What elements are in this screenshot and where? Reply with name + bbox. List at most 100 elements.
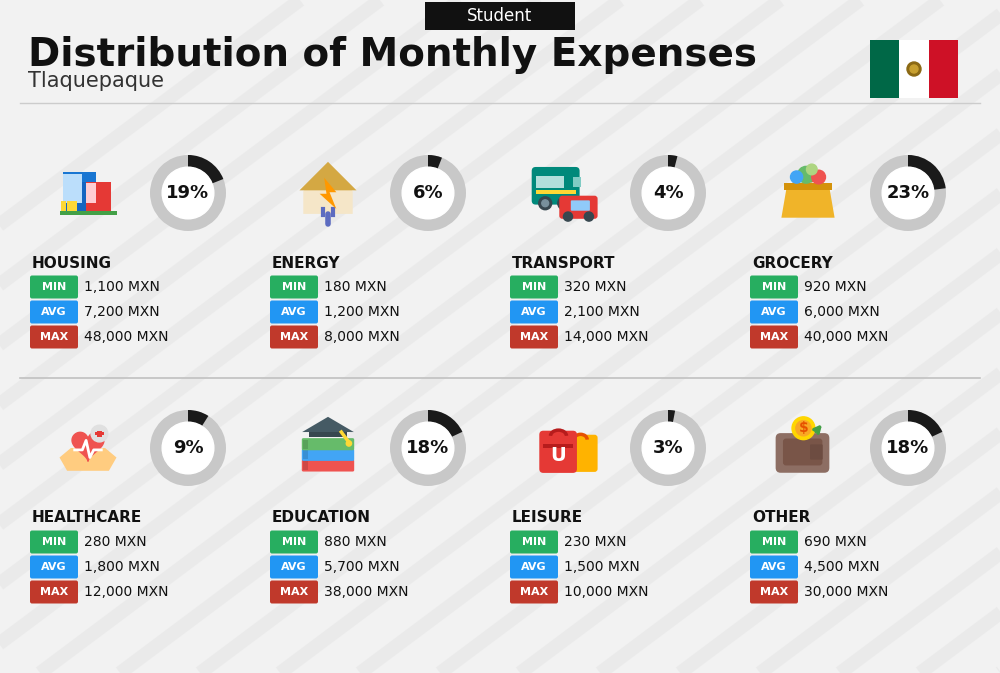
Circle shape xyxy=(907,62,921,76)
Text: 180 MXN: 180 MXN xyxy=(324,280,387,294)
Text: MIN: MIN xyxy=(522,282,546,292)
Text: MAX: MAX xyxy=(520,332,548,342)
Text: MAX: MAX xyxy=(40,332,68,342)
Text: 19%: 19% xyxy=(166,184,210,202)
FancyBboxPatch shape xyxy=(30,555,78,579)
FancyBboxPatch shape xyxy=(303,439,308,449)
FancyBboxPatch shape xyxy=(63,174,73,184)
Text: 2,100 MXN: 2,100 MXN xyxy=(564,305,640,319)
Wedge shape xyxy=(428,410,462,437)
Wedge shape xyxy=(668,410,675,423)
Text: 9%: 9% xyxy=(173,439,203,457)
FancyBboxPatch shape xyxy=(97,431,102,437)
Text: MAX: MAX xyxy=(520,587,548,597)
Text: MIN: MIN xyxy=(762,282,786,292)
Text: MIN: MIN xyxy=(42,282,66,292)
FancyBboxPatch shape xyxy=(302,438,354,450)
Text: MAX: MAX xyxy=(280,587,308,597)
Text: AVG: AVG xyxy=(521,562,547,572)
Wedge shape xyxy=(870,155,946,231)
Polygon shape xyxy=(300,162,356,190)
FancyBboxPatch shape xyxy=(510,275,558,299)
Text: Distribution of Monthly Expenses: Distribution of Monthly Expenses xyxy=(28,36,757,74)
FancyBboxPatch shape xyxy=(63,192,73,203)
Text: ENERGY: ENERGY xyxy=(272,256,340,271)
FancyBboxPatch shape xyxy=(536,190,576,194)
FancyBboxPatch shape xyxy=(536,176,545,188)
Circle shape xyxy=(91,425,108,442)
Polygon shape xyxy=(320,178,336,209)
Text: 1,800 MXN: 1,800 MXN xyxy=(84,560,160,574)
Text: MIN: MIN xyxy=(522,537,546,547)
Circle shape xyxy=(791,171,803,183)
Text: AVG: AVG xyxy=(281,562,307,572)
Circle shape xyxy=(539,197,552,210)
FancyBboxPatch shape xyxy=(63,172,96,214)
Text: Tlaquepaque: Tlaquepaque xyxy=(28,71,164,91)
FancyBboxPatch shape xyxy=(783,439,822,466)
FancyBboxPatch shape xyxy=(510,326,558,349)
Wedge shape xyxy=(630,410,706,486)
Text: AVG: AVG xyxy=(281,307,307,317)
Text: MIN: MIN xyxy=(282,282,306,292)
FancyBboxPatch shape xyxy=(95,433,104,435)
Text: U: U xyxy=(550,446,566,465)
FancyBboxPatch shape xyxy=(270,301,318,324)
FancyBboxPatch shape xyxy=(870,40,899,98)
Text: 920 MXN: 920 MXN xyxy=(804,280,867,294)
Text: 7,200 MXN: 7,200 MXN xyxy=(84,305,160,319)
Text: MAX: MAX xyxy=(760,587,788,597)
FancyBboxPatch shape xyxy=(559,196,598,219)
Text: $: $ xyxy=(799,421,808,435)
Text: MIN: MIN xyxy=(762,537,786,547)
Text: 38,000 MXN: 38,000 MXN xyxy=(324,585,409,599)
FancyBboxPatch shape xyxy=(545,176,555,188)
FancyBboxPatch shape xyxy=(72,192,82,203)
Text: AVG: AVG xyxy=(521,307,547,317)
Text: 14,000 MXN: 14,000 MXN xyxy=(564,330,648,344)
Wedge shape xyxy=(188,155,223,184)
Text: 280 MXN: 280 MXN xyxy=(84,535,147,549)
Text: AVG: AVG xyxy=(761,307,787,317)
FancyBboxPatch shape xyxy=(776,433,829,472)
Text: HOUSING: HOUSING xyxy=(32,256,112,271)
FancyBboxPatch shape xyxy=(30,530,78,553)
FancyBboxPatch shape xyxy=(573,176,581,187)
FancyBboxPatch shape xyxy=(532,167,580,205)
FancyBboxPatch shape xyxy=(60,211,116,215)
FancyBboxPatch shape xyxy=(810,444,823,460)
Circle shape xyxy=(910,65,918,73)
Text: MIN: MIN xyxy=(282,537,306,547)
Text: 320 MXN: 320 MXN xyxy=(564,280,626,294)
Text: GROCERY: GROCERY xyxy=(752,256,833,271)
Text: LEISURE: LEISURE xyxy=(512,511,583,526)
Text: 23%: 23% xyxy=(886,184,930,202)
Text: 1,500 MXN: 1,500 MXN xyxy=(564,560,640,574)
FancyBboxPatch shape xyxy=(510,555,558,579)
FancyBboxPatch shape xyxy=(750,301,798,324)
FancyBboxPatch shape xyxy=(899,40,929,98)
FancyBboxPatch shape xyxy=(302,449,354,461)
FancyBboxPatch shape xyxy=(309,429,347,437)
Text: 1,100 MXN: 1,100 MXN xyxy=(84,280,160,294)
Text: 230 MXN: 230 MXN xyxy=(564,535,626,549)
FancyBboxPatch shape xyxy=(750,530,798,553)
Circle shape xyxy=(796,421,811,436)
FancyBboxPatch shape xyxy=(270,275,318,299)
Circle shape xyxy=(812,170,825,184)
FancyBboxPatch shape xyxy=(750,275,798,299)
Circle shape xyxy=(798,166,814,183)
Text: 30,000 MXN: 30,000 MXN xyxy=(804,585,888,599)
Text: 40,000 MXN: 40,000 MXN xyxy=(804,330,888,344)
FancyBboxPatch shape xyxy=(554,176,564,188)
FancyBboxPatch shape xyxy=(72,174,82,184)
Circle shape xyxy=(402,167,454,219)
FancyBboxPatch shape xyxy=(571,201,590,211)
Text: 6,000 MXN: 6,000 MXN xyxy=(804,305,880,319)
FancyBboxPatch shape xyxy=(30,275,78,299)
FancyBboxPatch shape xyxy=(425,2,575,30)
FancyBboxPatch shape xyxy=(30,326,78,349)
Wedge shape xyxy=(390,410,466,486)
FancyBboxPatch shape xyxy=(510,530,558,553)
FancyBboxPatch shape xyxy=(86,182,111,214)
